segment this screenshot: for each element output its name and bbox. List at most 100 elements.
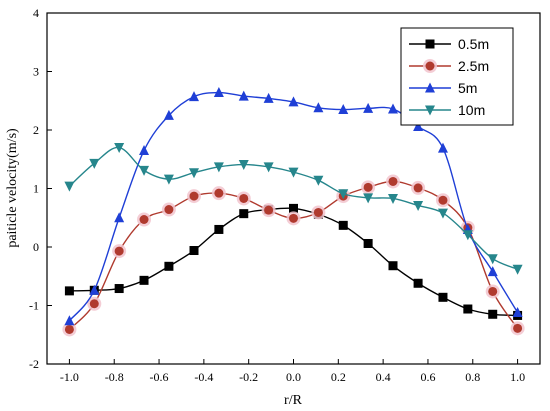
data-point [438, 292, 448, 302]
data-point [387, 103, 398, 114]
data-point [64, 286, 74, 296]
data-point [413, 200, 424, 211]
legend-label-5m: 5m [458, 80, 477, 96]
data-point [213, 162, 224, 173]
data-point [114, 143, 125, 154]
data-point [189, 168, 200, 179]
legend-marker-2-5m [425, 61, 435, 71]
data-point [363, 102, 374, 113]
data-point [239, 193, 249, 203]
data-point [438, 195, 448, 205]
data-point [164, 261, 174, 271]
data-point [139, 165, 150, 176]
y-tick-label: -1 [29, 299, 39, 313]
series-2-5m [62, 174, 525, 337]
data-point [213, 87, 224, 98]
data-point [89, 284, 100, 295]
y-tick-label: 2 [33, 123, 39, 137]
data-point [89, 158, 100, 169]
data-point [313, 207, 323, 217]
x-tick-label: 0.6 [420, 370, 435, 384]
data-point [313, 102, 324, 113]
x-tick-label: 0.0 [286, 370, 301, 384]
data-point [387, 193, 398, 204]
data-point [463, 304, 473, 314]
legend-marker-5m [425, 82, 435, 93]
data-point [512, 264, 523, 275]
data-point [413, 278, 423, 288]
data-point [139, 144, 150, 155]
legend-marker-10m [425, 105, 435, 116]
y-tick-label: 3 [33, 65, 39, 79]
data-point [263, 162, 274, 173]
data-point [214, 188, 224, 198]
data-point [289, 213, 298, 223]
data-point [487, 254, 498, 265]
x-tick-label: -0.6 [150, 370, 169, 384]
data-point [189, 91, 200, 102]
data-point [462, 230, 473, 241]
data-point [189, 246, 199, 256]
data-point [139, 275, 149, 285]
x-tick-label: -0.2 [239, 370, 258, 384]
data-point [214, 224, 224, 234]
x-tick-label: -0.4 [194, 370, 213, 384]
data-point [413, 183, 423, 193]
data-point [388, 176, 398, 186]
data-point [363, 238, 373, 248]
data-point [413, 120, 424, 131]
data-point [363, 193, 374, 204]
data-point [313, 175, 324, 186]
data-point [238, 160, 249, 171]
y-tick-label: 4 [33, 6, 39, 20]
data-point [289, 203, 298, 213]
data-point [338, 189, 349, 200]
data-point [238, 90, 249, 101]
data-point [512, 307, 523, 318]
x-tick-label: 1.0 [510, 370, 525, 384]
data-point [288, 96, 299, 107]
data-point [338, 104, 349, 115]
series-layer [62, 87, 525, 337]
legend-label-2-5m: 2.5m [458, 58, 489, 74]
axis-ticks: -1.0 -0.8 -0.6 -0.4 -0.2 0.0 0.2 0.4 0.6 0.8 1.0 -2… [29, 6, 525, 384]
data-point [487, 266, 498, 277]
y-axis-title: paiticle velocity(m/s) [5, 128, 20, 248]
legend: 0.5m 2.5m 5m 10m [400, 27, 514, 126]
data-point [114, 212, 125, 223]
y-tick-label: -2 [29, 357, 39, 371]
series-line-2-5m [68, 180, 519, 330]
data-point [64, 324, 74, 334]
data-point [488, 286, 498, 296]
x-tick-label: -1.0 [60, 370, 79, 384]
data-point [288, 167, 299, 178]
data-point [114, 246, 124, 256]
data-point [437, 142, 448, 153]
data-point [437, 208, 448, 219]
legend-marker-0-5m [425, 39, 435, 49]
data-point [388, 261, 398, 271]
data-point [239, 209, 249, 219]
data-point [338, 220, 348, 230]
x-tick-label: -0.8 [105, 370, 124, 384]
data-point [139, 215, 149, 225]
y-tick-label: 0 [33, 240, 39, 254]
data-point [89, 299, 99, 309]
data-point [189, 191, 199, 201]
x-tick-label: 0.2 [331, 370, 346, 384]
x-axis-title: r/R [284, 393, 303, 408]
data-point [163, 174, 174, 185]
data-point [64, 315, 75, 326]
series-10m [64, 143, 523, 275]
data-point [114, 284, 124, 294]
data-point [363, 182, 373, 192]
data-point [163, 109, 174, 120]
legend-label-0-5m: 0.5m [458, 36, 489, 52]
data-point [264, 205, 274, 215]
y-tick-label: 1 [33, 182, 39, 196]
x-tick-label: 0.4 [376, 370, 391, 384]
data-point [513, 323, 523, 333]
data-point [64, 181, 75, 192]
data-point [164, 205, 174, 215]
